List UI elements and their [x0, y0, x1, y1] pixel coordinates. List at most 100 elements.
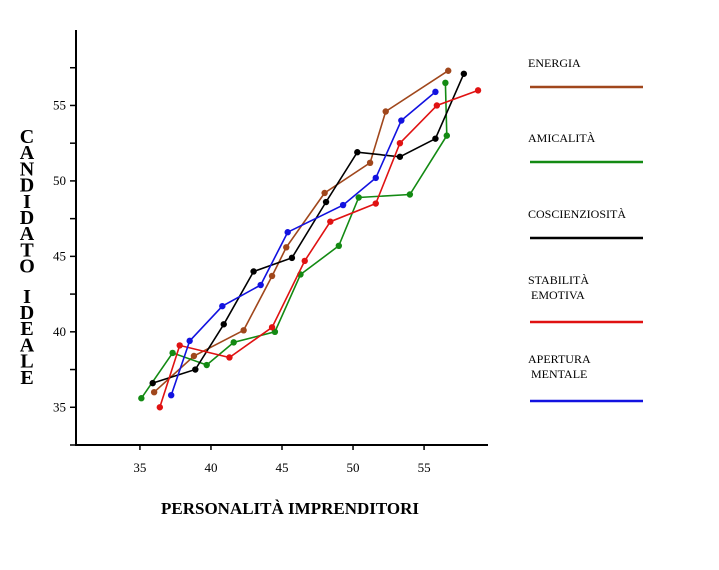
legend-label: AMICALITÀ [528, 131, 596, 145]
data-point [432, 88, 439, 96]
series-1 [150, 67, 452, 396]
y-axis-label-char: D [20, 175, 34, 197]
data-point [150, 388, 158, 396]
legend-entry-1: ENERGIA [528, 56, 643, 89]
data-point [176, 342, 183, 349]
data-point [149, 379, 156, 387]
x-tick-label-35: 35 [133, 460, 146, 475]
data-point [335, 242, 343, 249]
y-axis-label-char: N [20, 158, 35, 180]
y-axis-label-char: E [20, 367, 33, 389]
x-tick-label-55: 55 [418, 460, 431, 475]
data-point [445, 67, 452, 74]
data-point [442, 79, 449, 87]
y-axis-label-char: I [23, 191, 31, 213]
y-axis-label-char: O [19, 256, 35, 278]
data-point [355, 194, 362, 201]
series-2 [138, 79, 450, 402]
y-axis-label-char: I [23, 286, 31, 308]
series-line [170, 91, 436, 396]
y-tick-label-40: 40 [53, 324, 66, 339]
data-point [396, 153, 404, 160]
data-point [138, 395, 145, 402]
data-point [268, 272, 276, 280]
data-point [339, 201, 347, 209]
x-tick-label-50: 50 [347, 460, 360, 475]
data-point [167, 392, 175, 399]
data-point [398, 117, 405, 124]
data-point [250, 268, 257, 275]
y-axis-label-char: A [20, 142, 35, 164]
data-point [406, 191, 414, 198]
y-tick-label-55: 55 [53, 97, 66, 112]
series-5 [167, 88, 439, 399]
data-point [322, 198, 330, 206]
legend-label: STABILITÀ [528, 273, 589, 287]
data-point [382, 108, 389, 115]
data-point [366, 159, 374, 166]
x-tick-label-40: 40 [204, 460, 217, 475]
legend-entry-2: AMICALITÀ [528, 131, 643, 164]
data-point [443, 132, 450, 139]
legend-label: EMOTIVA [528, 288, 585, 302]
data-point [288, 254, 296, 262]
y-axis-label-char: D [20, 207, 34, 229]
data-point [240, 327, 247, 334]
legend-label: MENTALE [528, 367, 587, 381]
y-axis-label-char: L [20, 351, 33, 373]
data-point [301, 257, 308, 265]
y-axis-label-char: T [20, 239, 34, 261]
series-3 [149, 70, 468, 387]
axes [75, 30, 488, 446]
data-point [396, 139, 404, 147]
y-axis-label-char: C [20, 126, 34, 148]
data-point [283, 244, 290, 251]
data-point [226, 354, 233, 361]
data-point [432, 135, 439, 142]
y-tick-label-45: 45 [53, 248, 66, 263]
y-tick-label-50: 50 [53, 173, 66, 188]
data-point [169, 349, 176, 357]
x-tick-label-45: 45 [276, 460, 289, 475]
legend-label: APERTURA [528, 352, 591, 366]
series-4 [156, 87, 482, 411]
data-point [220, 321, 227, 328]
data-point [203, 361, 210, 369]
data-point [372, 200, 379, 207]
data-point [268, 324, 276, 331]
series-line [152, 73, 465, 384]
y-tick-label-35: 35 [53, 399, 66, 414]
data-point [190, 352, 198, 360]
data-point [156, 404, 164, 411]
data-point [372, 174, 379, 182]
legend-entry-4: STABILITÀ EMOTIVA [528, 273, 643, 324]
y-axis-label-char: D [20, 302, 34, 324]
series-line [159, 89, 479, 408]
data-point [327, 218, 334, 225]
data-point [354, 149, 361, 156]
ticks: 35 40 45 50 55 35 40 45 50 55 [53, 66, 431, 475]
legend-entry-3: COSCIENZIOSITÀ [528, 207, 643, 240]
y-axis-label-char: E [20, 318, 33, 340]
data-point [433, 102, 441, 109]
legend-entry-5: APERTURA MENTALE [528, 352, 643, 403]
data-point [257, 281, 264, 289]
legend-label: COSCIENZIOSITÀ [528, 207, 626, 221]
data-point [321, 189, 328, 197]
series-line [140, 82, 448, 399]
y-axis-label-char: A [20, 334, 35, 356]
data-point [219, 302, 226, 310]
data-point [460, 70, 468, 77]
data-point [230, 339, 237, 346]
data-point [474, 87, 482, 94]
data-point [284, 229, 291, 236]
series-layer [138, 67, 482, 411]
legend-label: ENERGIA [528, 56, 581, 70]
x-axis-label: PERSONALITÀ IMPRENDITORI [161, 499, 419, 518]
data-point [186, 337, 193, 345]
data-point [192, 366, 199, 373]
legend: ENERGIA AMICALITÀ COSCIENZIOSITÀ STABILITÀ … [528, 56, 643, 403]
y-axis-label-char: A [20, 223, 35, 245]
